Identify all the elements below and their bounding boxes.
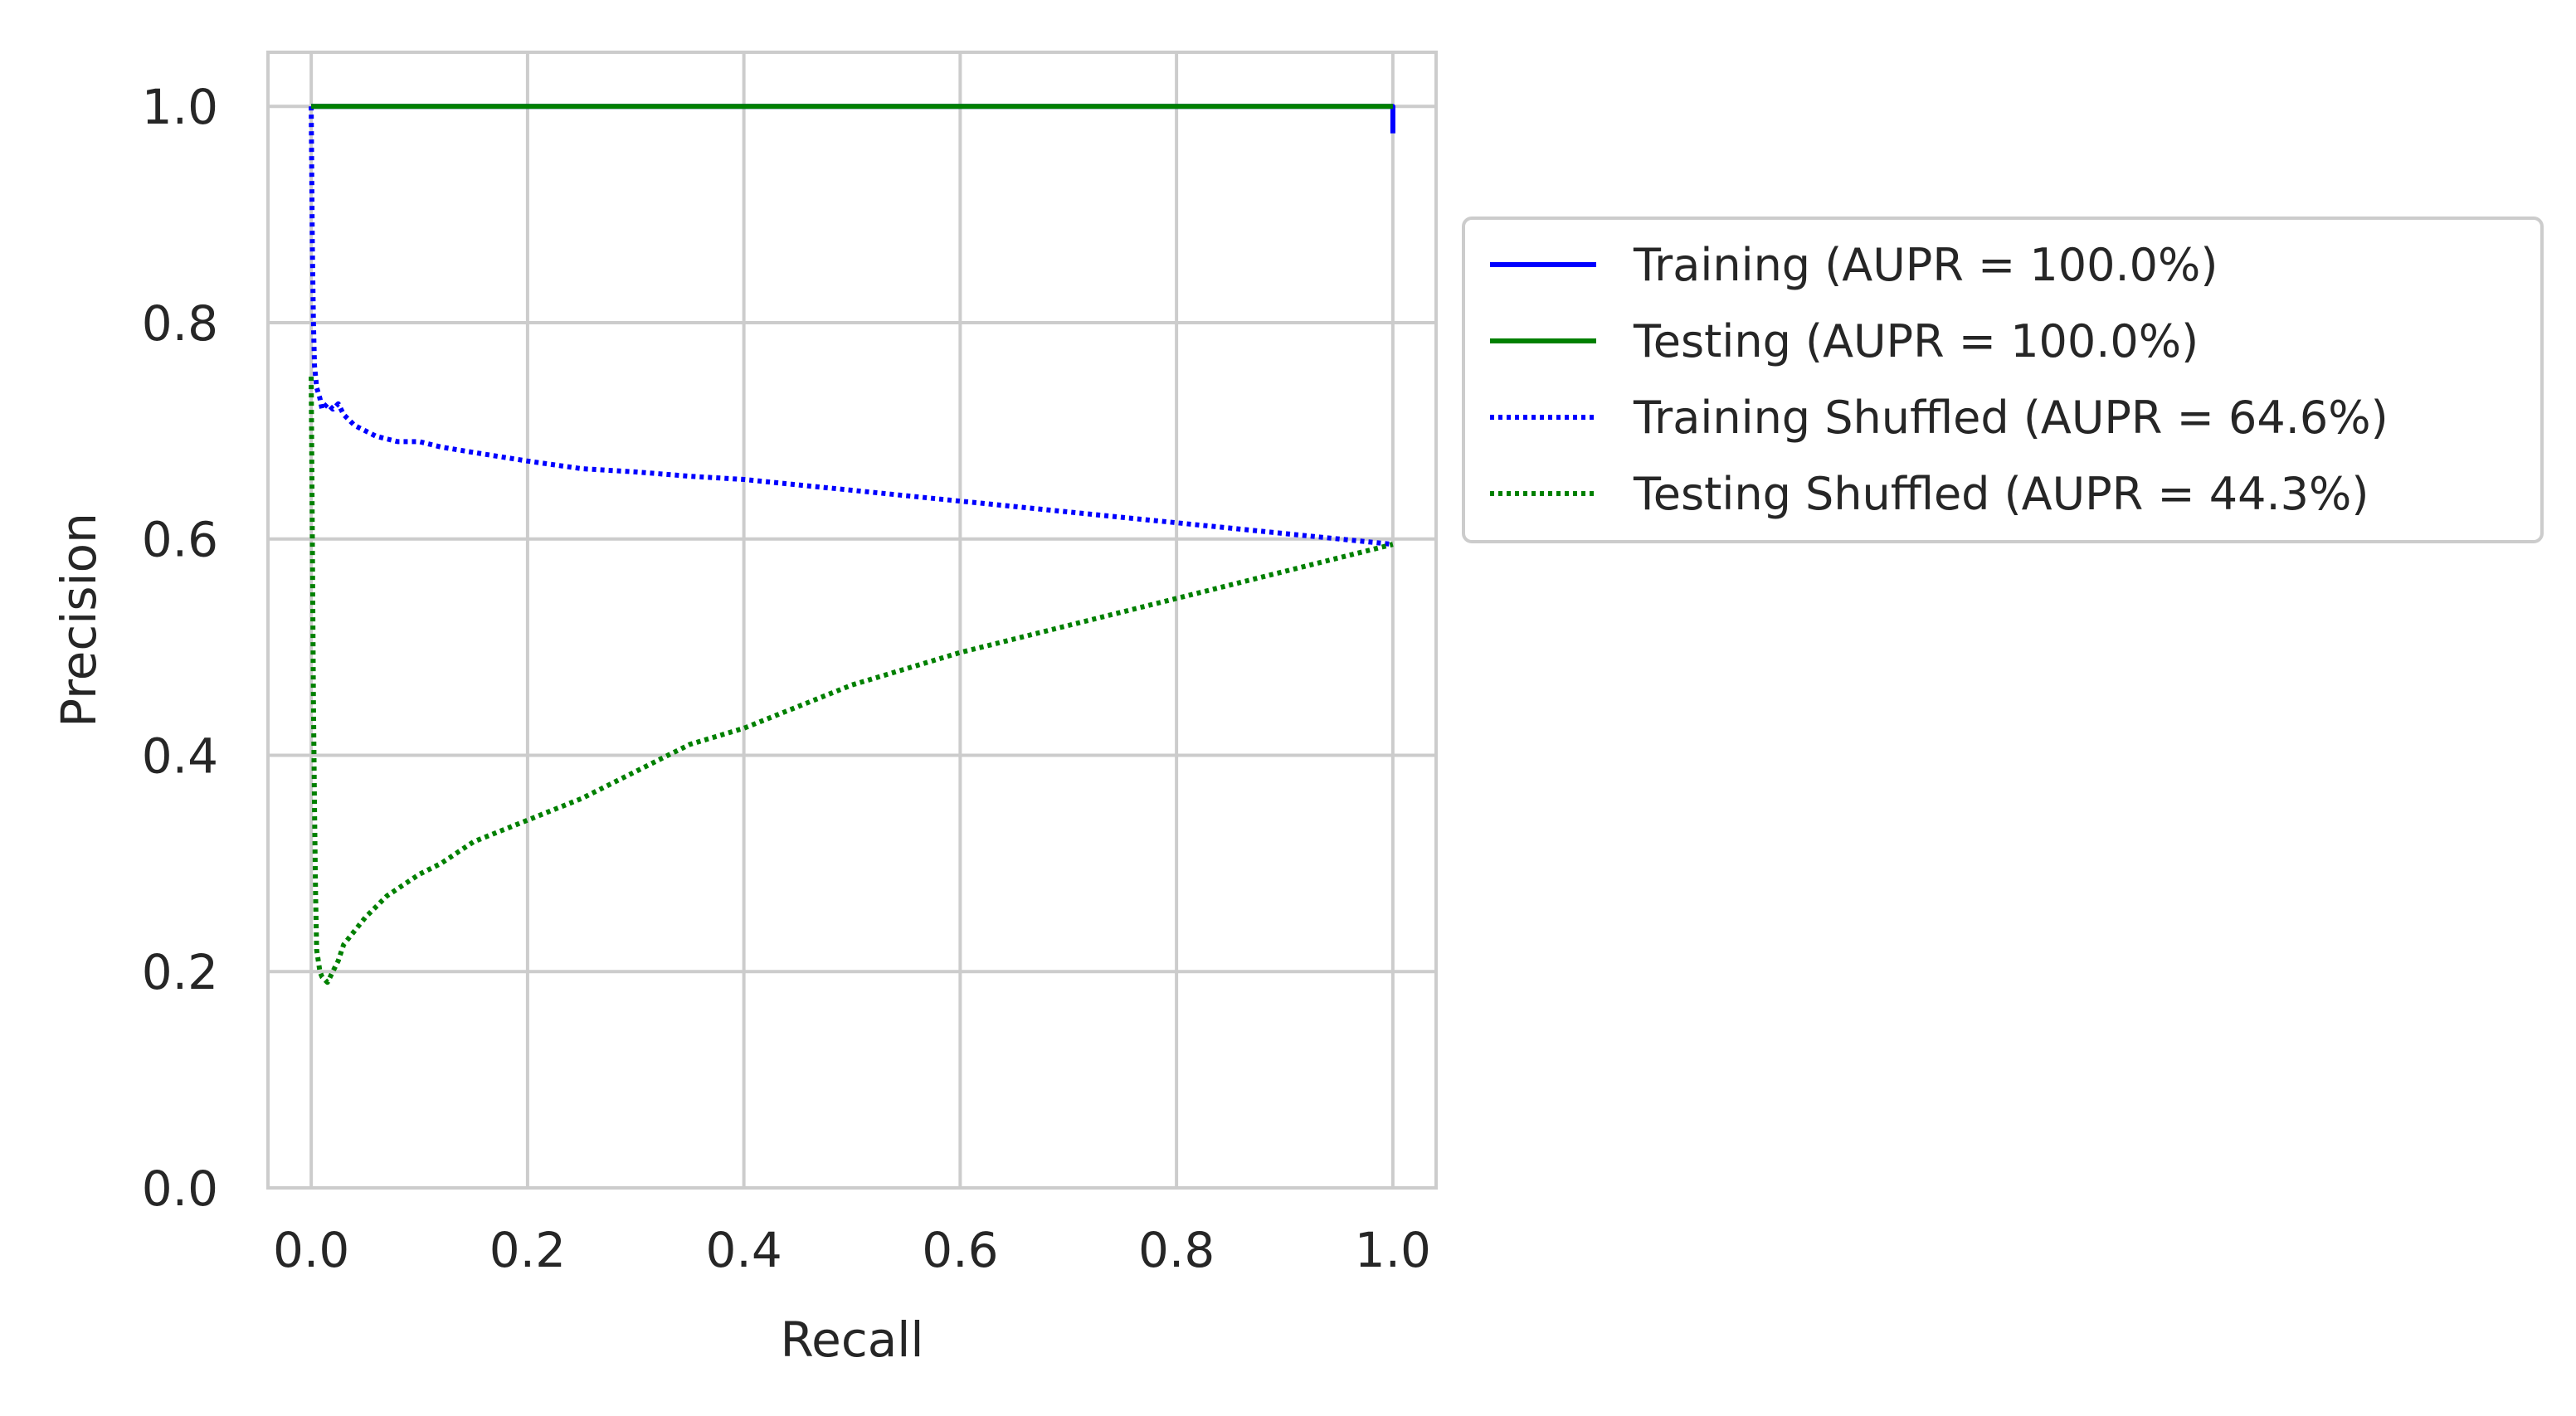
- y-tick-label: 0.2: [142, 944, 218, 1000]
- x-tick-label: 0.8: [1138, 1222, 1215, 1278]
- x-axis-label: Recall: [780, 1311, 923, 1368]
- y-axis-label: Precision: [51, 513, 107, 727]
- legend-label: Training (AUPR = 100.0%): [1633, 239, 2218, 291]
- series-layer: [309, 104, 1395, 985]
- y-tick-label: 0.4: [142, 727, 218, 784]
- x-tick-label: 0.2: [489, 1222, 566, 1278]
- legend-label: Testing (AUPR = 100.0%): [1633, 315, 2199, 367]
- legend: Training (AUPR = 100.0%) Testing (AUPR = …: [1462, 217, 2544, 543]
- y-tick-label: 1.0: [142, 79, 218, 135]
- series-line-training-shuffled: [309, 106, 1394, 547]
- legend-label: Training Shuffled (AUPR = 64.6%): [1633, 392, 2389, 444]
- ticks-layer: 0.0 0.2 0.4 0.6 0.8 1.0 0.0 0.2 0.4 0.6 0.8 1.0: [142, 79, 1431, 1278]
- y-tick-label: 0.6: [142, 512, 218, 568]
- y-tick-label: 0.0: [142, 1161, 218, 1217]
- x-tick-label: 0.4: [706, 1222, 782, 1278]
- x-tick-label: 0.0: [273, 1222, 349, 1278]
- legend-label: Testing Shuffled (AUPR = 44.3%): [1633, 468, 2369, 520]
- x-tick-label: 0.6: [922, 1222, 998, 1278]
- x-tick-label: 1.0: [1355, 1222, 1431, 1278]
- legend-box: [1462, 217, 2544, 543]
- plot-frame: [266, 51, 1438, 1190]
- y-tick-label: 0.8: [142, 295, 218, 352]
